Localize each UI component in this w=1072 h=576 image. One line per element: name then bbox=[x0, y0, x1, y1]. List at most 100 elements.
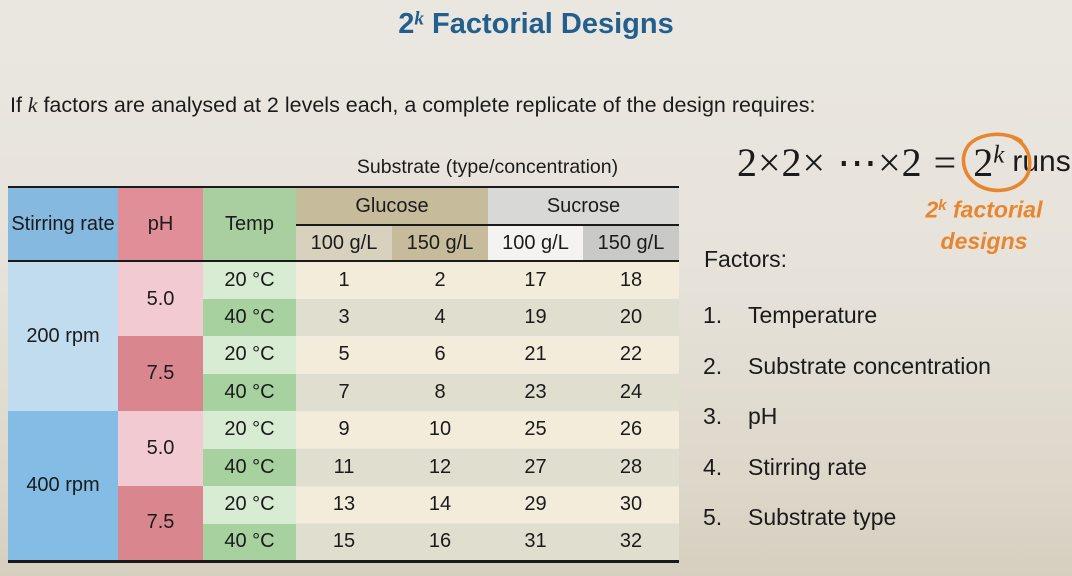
runs-formula: 2×2× ⋯×2 = 2k runs bbox=[737, 132, 1071, 192]
list-item: 1. Temperature bbox=[703, 301, 991, 330]
run-cell: 19 bbox=[488, 298, 583, 336]
annotation-line-2: designs bbox=[940, 227, 1028, 254]
ph-cell: 7.5 bbox=[118, 486, 203, 561]
run-cell: 17 bbox=[488, 260, 583, 299]
table-caption: Substrate (type/concentration) bbox=[356, 156, 619, 178]
header-glucose: Glucose bbox=[296, 187, 488, 226]
list-item: 4. Stirring rate bbox=[703, 453, 991, 482]
run-cell: 15 bbox=[296, 523, 392, 561]
run-cell: 8 bbox=[392, 373, 488, 411]
run-cell: 5 bbox=[296, 335, 392, 374]
stirring-cell: 400 rpm bbox=[8, 411, 118, 561]
formula-expression: 2×2× ⋯×2 = bbox=[737, 139, 958, 185]
formula-result: 2k bbox=[961, 132, 1032, 192]
run-cell: 32 bbox=[583, 523, 679, 561]
run-cell: 13 bbox=[296, 485, 392, 524]
list-item: 3. pH bbox=[703, 402, 991, 431]
title-exponent: k bbox=[414, 8, 424, 30]
header-row-1: Stirring rate pH Temp Glucose Sucrose bbox=[8, 187, 679, 262]
temp-cell: 40 °C bbox=[203, 523, 296, 561]
run-cell: 30 bbox=[583, 485, 679, 524]
header-sucrose-100: 100 g/L bbox=[488, 225, 583, 262]
header-row-2: 100 g/L 150 g/L 100 g/L 150 g/L bbox=[8, 225, 679, 262]
ph-cell: 7.5 bbox=[118, 336, 203, 411]
table-row: 40 °C 3 4 19 20 bbox=[8, 298, 679, 336]
slide-title: 2k Factorial Designs bbox=[0, 8, 1072, 41]
header-stirring-rate: Stirring rate bbox=[8, 187, 118, 262]
ph-cell: 5.0 bbox=[118, 261, 203, 336]
run-cell: 12 bbox=[392, 448, 488, 486]
formula-result-base: 2 bbox=[973, 139, 994, 185]
stirring-cell: 200 rpm bbox=[8, 261, 118, 411]
table-row: 40 °C 7 8 23 24 bbox=[8, 373, 679, 411]
factor-number: 5. bbox=[703, 504, 723, 530]
formula-suffix: runs bbox=[1012, 145, 1071, 178]
factor-label: Substrate type bbox=[748, 504, 897, 530]
run-cell: 27 bbox=[488, 448, 583, 486]
run-cell: 6 bbox=[392, 335, 488, 374]
run-cell: 18 bbox=[583, 260, 679, 299]
run-cell: 4 bbox=[392, 298, 488, 336]
run-cell: 9 bbox=[296, 410, 392, 449]
factor-number: 1. bbox=[703, 302, 723, 328]
run-cell: 26 bbox=[583, 410, 679, 449]
header-ph: pH bbox=[118, 187, 203, 262]
annotation-exponent: k bbox=[938, 197, 947, 214]
run-cell: 21 bbox=[488, 335, 583, 374]
temp-cell: 40 °C bbox=[203, 448, 296, 486]
table-row: 200 rpm 5.0 20 °C 1 2 17 18 bbox=[8, 260, 679, 411]
annotation-base: 2 bbox=[925, 196, 939, 223]
run-cell: 16 bbox=[392, 523, 488, 561]
factor-label: pH bbox=[748, 403, 778, 429]
run-cell: 10 bbox=[392, 410, 488, 449]
factor-number: 3. bbox=[703, 403, 723, 429]
run-cell: 11 bbox=[296, 448, 392, 486]
header-sucrose-150: 150 g/L bbox=[583, 225, 679, 262]
temp-cell: 20 °C bbox=[203, 336, 296, 374]
run-cell: 23 bbox=[488, 373, 583, 411]
table-row: 7.5 20 °C 5 6 21 22 bbox=[8, 335, 679, 411]
run-cell: 29 bbox=[488, 485, 583, 524]
run-cell: 3 bbox=[296, 298, 392, 336]
subtitle: If k factors are analysed at 2 levels ea… bbox=[10, 93, 816, 118]
run-cell: 20 bbox=[583, 298, 679, 336]
table-row: 40 °C 15 16 31 32 bbox=[8, 523, 679, 561]
temp-cell: 40 °C bbox=[203, 298, 296, 336]
run-cell: 31 bbox=[488, 523, 583, 561]
subtitle-post: factors are analysed at 2 levels each, a… bbox=[37, 93, 816, 117]
table-row: 400 rpm 5.0 20 °C 9 10 25 26 bbox=[8, 410, 679, 561]
factor-label: Substrate concentration bbox=[748, 352, 991, 379]
header-glucose-100: 100 g/L bbox=[296, 225, 392, 262]
subtitle-pre: If bbox=[10, 93, 28, 117]
temp-cell: 20 °C bbox=[203, 261, 296, 299]
factorial-design-table: Stirring rate pH Temp Glucose Sucrose 10… bbox=[8, 186, 679, 563]
factor-number: 2. bbox=[703, 352, 723, 379]
temp-cell: 20 °C bbox=[203, 486, 296, 524]
title-rest: Factorial Designs bbox=[423, 8, 674, 40]
run-cell: 2 bbox=[392, 260, 488, 299]
factors-heading: Factors: bbox=[704, 246, 788, 272]
factors-list: 1. Temperature 2. Substrate concentratio… bbox=[703, 301, 991, 554]
list-item: 2. Substrate concentration bbox=[703, 352, 991, 381]
ph-cell: 5.0 bbox=[118, 411, 203, 486]
run-cell: 1 bbox=[296, 260, 392, 299]
factor-label: Stirring rate bbox=[748, 453, 867, 480]
temp-cell: 20 °C bbox=[203, 411, 296, 449]
list-item: 5. Substrate type bbox=[703, 503, 991, 532]
factor-label: Temperature bbox=[748, 302, 878, 328]
run-cell: 28 bbox=[583, 448, 679, 486]
table-row: 7.5 20 °C 13 14 29 30 bbox=[8, 485, 679, 561]
run-cell: 25 bbox=[488, 410, 583, 449]
temp-cell: 40 °C bbox=[203, 373, 296, 411]
design-table-wrapper: Substrate (type/concentration) Stirring … bbox=[8, 152, 679, 563]
annotation-line-1: 2k factorial bbox=[898, 190, 1070, 226]
run-cell: 24 bbox=[583, 373, 679, 411]
annotation-rest: factorial bbox=[946, 196, 1043, 223]
subtitle-k: k bbox=[27, 93, 38, 117]
header-temp: Temp bbox=[203, 187, 296, 262]
run-cell: 7 bbox=[296, 373, 392, 411]
run-cell: 14 bbox=[392, 485, 488, 524]
factor-number: 4. bbox=[703, 453, 723, 480]
title-base: 2 bbox=[398, 8, 415, 40]
